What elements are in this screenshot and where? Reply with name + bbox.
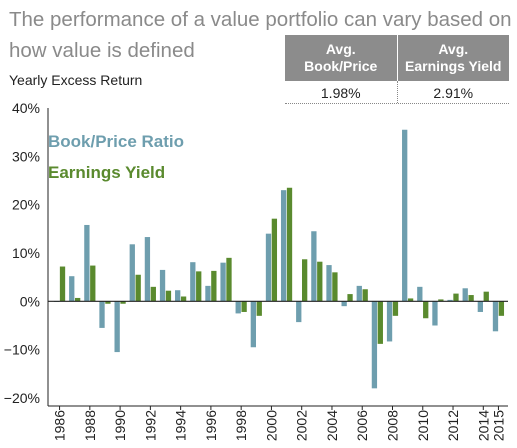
bar-book-price [492, 301, 499, 332]
bar-earnings-yield [150, 286, 156, 302]
y-tick-label: −10% [4, 342, 40, 358]
bar-book-price [462, 288, 468, 302]
y-tick-label: 30% [12, 148, 40, 164]
bar-book-price [265, 233, 272, 302]
bar-book-price [144, 237, 151, 302]
bar-earnings-yield [317, 261, 323, 302]
x-tick-label: 1990 [112, 410, 128, 441]
legend-book-price: Book/Price Ratio [48, 132, 185, 151]
x-tick-label: 1998 [233, 410, 249, 441]
bar-book-price [296, 301, 302, 323]
bar-earnings-yield [423, 301, 429, 319]
stats-value-earnings-yield: 2.91% [396, 81, 510, 103]
bar-earnings-yield [241, 301, 247, 312]
bar-earnings-yield [211, 270, 217, 302]
stats-header-earnings-yield-line1: Avg. [438, 41, 469, 57]
bar-earnings-yield [377, 301, 383, 344]
bar-book-price [114, 301, 120, 353]
bar-earnings-yield [286, 187, 293, 302]
bar-book-price [371, 301, 378, 389]
stats-header-earnings-yield: Avg. Earnings Yield [396, 35, 510, 81]
bar-earnings-yield [59, 266, 66, 302]
bar-earnings-yield [75, 297, 81, 302]
bar-book-price [99, 301, 105, 328]
bar-earnings-yield [468, 295, 474, 302]
bar-earnings-yield [347, 294, 353, 302]
x-tick-label: 2015 [490, 410, 506, 441]
bar-earnings-yield [256, 301, 262, 316]
bar-book-price [175, 290, 181, 302]
x-tick-label: 1986 [52, 410, 68, 441]
bar-earnings-yield [226, 257, 232, 302]
bar-book-price [280, 190, 287, 302]
x-tick-label: 2004 [324, 410, 340, 441]
bar-earnings-yield [180, 296, 187, 302]
bar-book-price [417, 286, 423, 302]
stats-header-book-price-line2: Book/Price [304, 58, 378, 74]
bar-earnings-yield [271, 218, 278, 302]
bar-earnings-yield [332, 272, 338, 302]
x-tick-label: 2006 [354, 410, 370, 441]
y-tick-label: 40% [12, 100, 40, 116]
x-tick-label: 1992 [142, 410, 158, 441]
y-tick-label: 20% [12, 197, 40, 213]
bar-book-price [432, 301, 438, 326]
bar-book-price [311, 231, 317, 302]
x-tick-label: 1988 [82, 410, 98, 441]
bar-book-price [341, 301, 347, 307]
y-axis-label: Yearly Excess Return [9, 72, 143, 88]
x-tick-label: 2014 [475, 410, 491, 441]
bar-book-price [250, 301, 256, 348]
x-tick-label: 2010 [415, 410, 431, 441]
bar-earnings-yield [105, 301, 111, 304]
y-tick-label: −20% [4, 390, 40, 406]
bar-earnings-yield [90, 265, 96, 302]
x-tick-label: 2000 [263, 410, 279, 441]
x-tick-label: 2002 [294, 410, 310, 441]
bar-earnings-yield [438, 299, 444, 302]
bar-book-price [190, 262, 196, 302]
bar-book-price [402, 129, 408, 302]
bar-earnings-yield [120, 301, 126, 304]
bar-book-price [235, 301, 241, 314]
bar-earnings-yield [302, 259, 308, 302]
bar-earnings-yield [483, 291, 489, 302]
bar-earnings-yield [362, 289, 368, 302]
stats-value-book-price: 1.98% [320, 85, 361, 101]
stats-header-earnings-yield-line2: Earnings Yield [405, 58, 502, 74]
stats-header-book-price-line1: Avg. [325, 41, 356, 57]
x-tick-label: 1994 [173, 410, 189, 441]
bar-book-price [159, 269, 166, 302]
x-tick-label: 1996 [203, 410, 219, 441]
x-tick-label: 2008 [385, 410, 401, 441]
bar-earnings-yield [135, 274, 141, 302]
bar-book-price [205, 285, 211, 302]
bar-book-price [220, 262, 226, 302]
bar-earnings-yield [196, 271, 202, 302]
bar-book-price [326, 265, 332, 302]
bar-earnings-yield [498, 301, 505, 316]
chart-title: The performance of a value portfolio can… [9, 8, 512, 62]
bar-earnings-yield [165, 290, 172, 302]
bar-book-price [447, 299, 453, 302]
y-tick-label: 10% [12, 245, 40, 261]
bar-earnings-yield [453, 293, 459, 302]
bar-book-price [84, 224, 90, 302]
x-tick-label: 2012 [445, 410, 461, 441]
bar-earnings-yield [407, 298, 414, 302]
bar-book-price [386, 301, 393, 342]
bar-book-price [356, 285, 362, 302]
bar-book-price [477, 301, 483, 312]
bar-earnings-yield [392, 301, 399, 316]
stats-table: Avg. Book/Price Avg. Earnings Yield 1.98… [285, 35, 509, 104]
bar-book-price [69, 276, 75, 302]
legend-earnings-yield: Earnings Yield [48, 163, 166, 182]
y-tick-label: 0% [20, 293, 40, 309]
bar-book-price [129, 244, 135, 302]
stats-header-book-price: Avg. Book/Price [285, 35, 397, 81]
